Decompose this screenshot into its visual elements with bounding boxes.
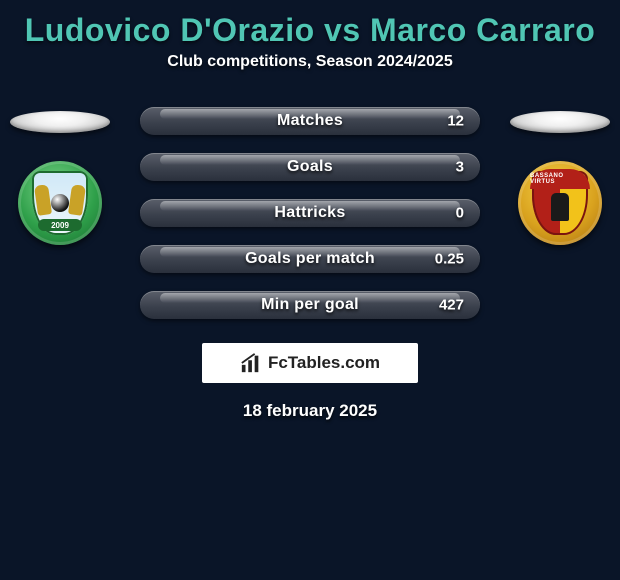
stat-row-goals-per-match: Goals per match 0.25 [140, 245, 480, 273]
right-player-oval [510, 111, 610, 133]
stat-value: 3 [456, 159, 464, 176]
stat-value: 0 [456, 205, 464, 222]
right-crest-shield: BASSANO VIRTUS [532, 171, 588, 235]
stat-label: Matches [277, 112, 343, 130]
stat-label: Goals [287, 158, 333, 176]
stat-row-hattricks: Hattricks 0 [140, 199, 480, 227]
infographic-date: 18 february 2025 [0, 401, 620, 421]
page-title: Ludovico D'Orazio vs Marco Carraro [0, 0, 620, 53]
left-crest-ribbon: 2009 [38, 219, 82, 231]
lion-left-icon [34, 184, 52, 216]
stat-value: 427 [439, 297, 464, 314]
football-icon [51, 194, 69, 212]
stat-value: 12 [447, 113, 464, 130]
stat-row-min-per-goal: Min per goal 427 [140, 291, 480, 319]
stat-row-goals: Goals 3 [140, 153, 480, 181]
comparison-content: 2009 Matches 12 Goals 3 Hattricks 0 Goal… [0, 107, 620, 319]
left-player-oval [10, 111, 110, 133]
left-player-column: 2009 [10, 107, 110, 245]
left-crest-shield: 2009 [32, 171, 88, 235]
stat-row-matches: Matches 12 [140, 107, 480, 135]
right-club-crest: BASSANO VIRTUS [518, 161, 602, 245]
player-silhouette-icon [551, 193, 569, 221]
site-watermark: FcTables.com [202, 343, 418, 383]
left-club-crest: 2009 [18, 161, 102, 245]
stat-value: 0.25 [435, 251, 464, 268]
right-crest-arc: BASSANO VIRTUS [530, 169, 590, 189]
stat-label: Goals per match [245, 250, 375, 268]
stat-label: Hattricks [274, 204, 345, 222]
stats-list: Matches 12 Goals 3 Hattricks 0 Goals per… [140, 107, 480, 319]
watermark-label: FcTables.com [268, 353, 380, 373]
bar-chart-icon [240, 352, 262, 374]
lion-right-icon [68, 184, 86, 216]
page-subtitle: Club competitions, Season 2024/2025 [0, 53, 620, 71]
right-player-column: BASSANO VIRTUS [510, 107, 610, 245]
stat-label: Min per goal [261, 296, 359, 314]
